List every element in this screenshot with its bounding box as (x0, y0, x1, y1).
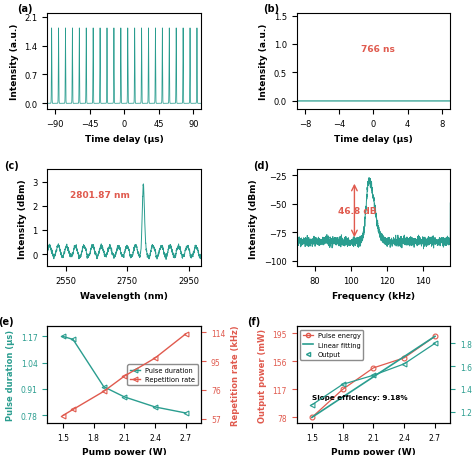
X-axis label: Time delay (μs): Time delay (μs) (85, 135, 164, 143)
Line: Pulse energy: Pulse energy (310, 334, 438, 420)
Y-axis label: Output power (mW): Output power (mW) (258, 328, 267, 422)
Pulse duration (152, 404, 158, 410)
Repetition rate (152, 355, 158, 361)
Text: (a): (a) (17, 4, 32, 14)
Text: (c): (c) (4, 160, 19, 170)
Repetition rate (60, 413, 65, 418)
X-axis label: Frequency (kHz): Frequency (kHz) (332, 291, 415, 300)
Repetition rate (183, 331, 189, 337)
Text: (f): (f) (247, 317, 261, 327)
Pulse energy (309, 415, 315, 420)
Output (401, 361, 407, 367)
Y-axis label: Intensity (dBm): Intensity (dBm) (249, 179, 258, 258)
Pulse duration (70, 337, 76, 342)
X-axis label: Pump power (W): Pump power (W) (331, 447, 416, 455)
Repetition rate (121, 374, 127, 379)
Legend: Pulse energy, Linear fitting, Output: Pulse energy, Linear fitting, Output (300, 330, 364, 360)
Line: Repetition rate: Repetition rate (60, 332, 188, 418)
Pulse energy (401, 355, 407, 361)
Pulse duration (60, 334, 65, 339)
X-axis label: Pump power (W): Pump power (W) (82, 447, 167, 455)
Repetition rate (70, 407, 76, 412)
Text: 766 ns: 766 ns (361, 46, 395, 54)
Text: (d): (d) (254, 160, 269, 170)
Pulse energy (432, 334, 438, 339)
Text: Slope efficiency: 9.18%: Slope efficiency: 9.18% (312, 394, 408, 400)
Pulse duration (101, 384, 107, 389)
Pulse energy (371, 365, 376, 371)
Text: (b): (b) (263, 4, 279, 14)
Text: 46.8 dB: 46.8 dB (338, 207, 377, 216)
X-axis label: Wavelength (nm): Wavelength (nm) (81, 291, 168, 300)
Output (432, 341, 438, 346)
Repetition rate (101, 389, 107, 394)
Line: Pulse duration: Pulse duration (60, 334, 188, 415)
Output (371, 373, 376, 378)
X-axis label: Time delay (μs): Time delay (μs) (334, 135, 413, 143)
Text: 2801.87 nm: 2801.87 nm (71, 190, 130, 199)
Y-axis label: Intensity (a.u.): Intensity (a.u.) (10, 24, 19, 100)
Output (309, 402, 315, 408)
Legend: Pulse duration, Repetition rate: Pulse duration, Repetition rate (127, 364, 198, 385)
Y-axis label: Intensity (dBm): Intensity (dBm) (18, 179, 27, 258)
Y-axis label: Pulse duration (μs): Pulse duration (μs) (6, 329, 15, 420)
Pulse duration (183, 410, 189, 416)
Output (340, 382, 346, 387)
Line: Output: Output (310, 341, 438, 407)
Y-axis label: Repetition rate (kHz): Repetition rate (kHz) (231, 325, 240, 425)
Text: (e): (e) (0, 317, 14, 327)
Pulse energy (340, 387, 346, 392)
Y-axis label: Intensity (a.u.): Intensity (a.u.) (259, 24, 268, 100)
Pulse duration (121, 394, 127, 400)
